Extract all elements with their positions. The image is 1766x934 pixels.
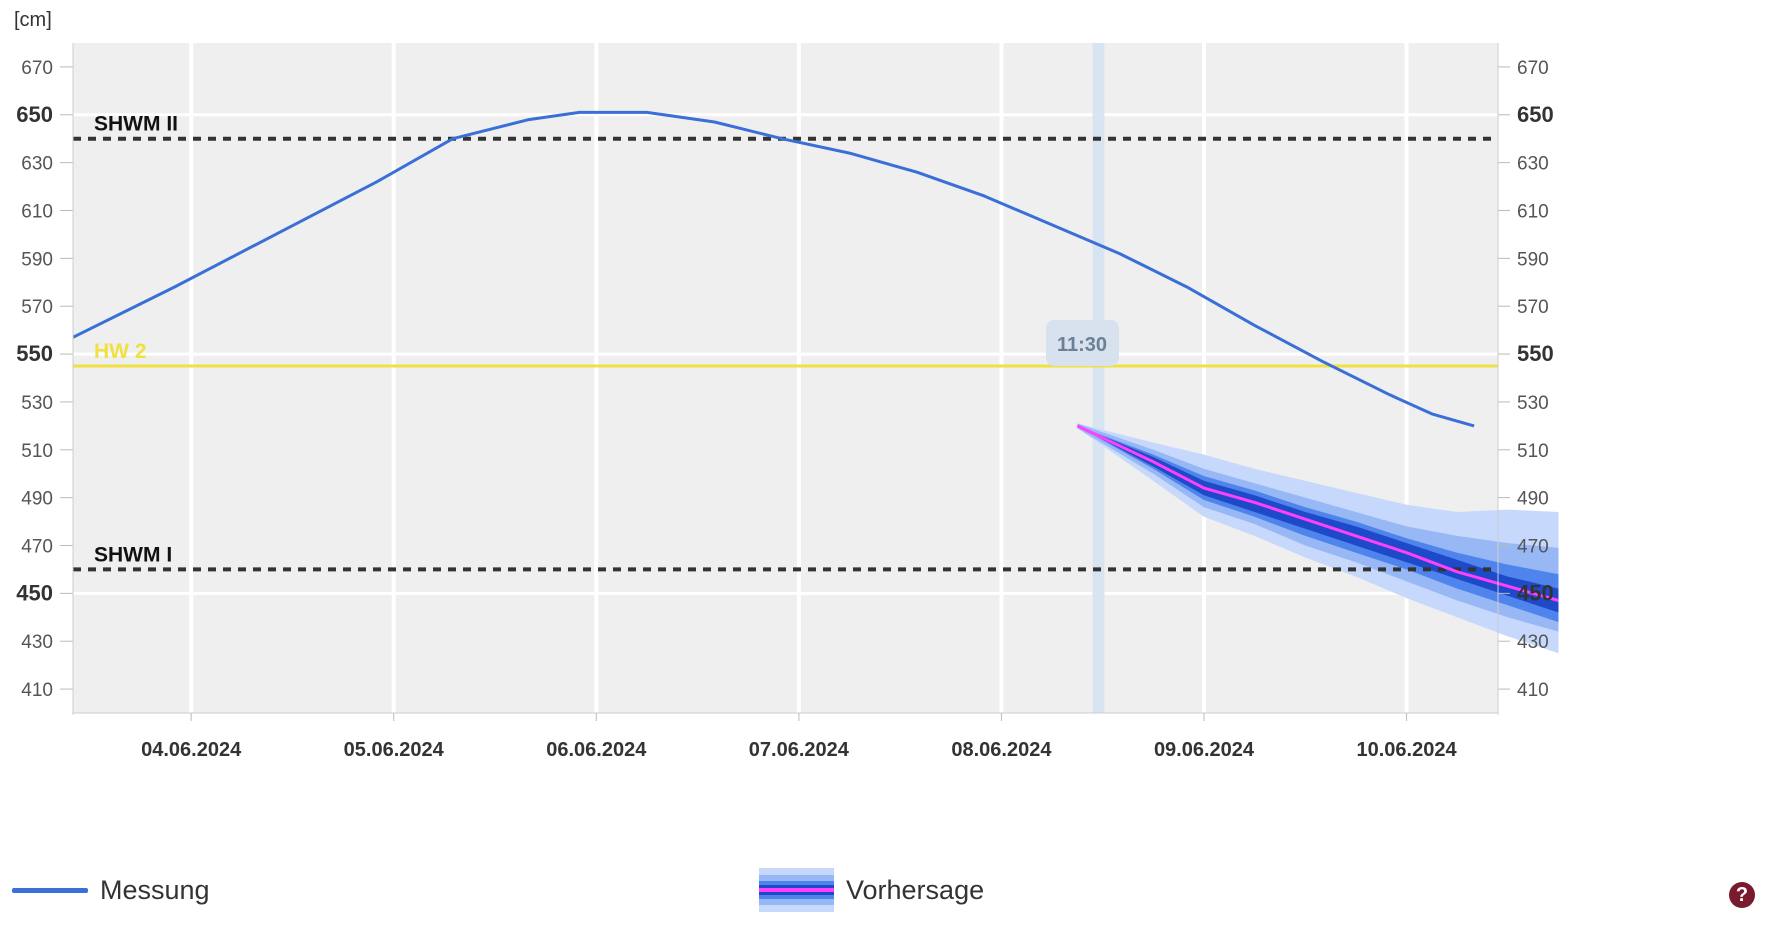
legend-label-vorhersage: Vorhersage: [846, 874, 985, 905]
y-tick-label-left: 550: [16, 341, 53, 366]
question-mark-icon[interactable]: ?: [1729, 882, 1755, 908]
plot-area: [73, 43, 1498, 713]
x-tick-label: 05.06.2024: [344, 739, 445, 761]
y-tick-label-right: 610: [1517, 202, 1549, 223]
current-time-label: 11:30: [1057, 334, 1107, 356]
y-tick-label-right: 650: [1517, 102, 1554, 127]
current-time-band: [1092, 43, 1105, 713]
series-line: [72, 110, 1475, 428]
x-tick-label: 08.06.2024: [951, 739, 1052, 761]
current-time-badge: [1046, 320, 1119, 366]
current-time-marker: [1092, 43, 1105, 713]
series-lines: [72, 110, 1559, 602]
y-tick-label-right: 410: [1517, 680, 1549, 701]
y-tick-label-right: 430: [1517, 632, 1549, 653]
y-tick-label-right: 670: [1517, 58, 1549, 79]
grid-lines: [73, 43, 1498, 713]
x-tick-label: 04.06.2024: [141, 739, 242, 761]
y-tick-label-right: 630: [1517, 154, 1549, 175]
y-tick-label-right: 450: [1517, 580, 1554, 605]
y-tick-label-right: 550: [1517, 341, 1554, 366]
x-tick-label: 09.06.2024: [1154, 739, 1255, 761]
y-tick-label-right: 530: [1517, 393, 1549, 414]
legend-label-messung: Messung: [100, 874, 210, 905]
y-unit-label: [cm]: [14, 9, 52, 31]
reference-line-label: SHWM I: [94, 543, 172, 566]
y-tick-label-left: 650: [16, 102, 53, 127]
legend-item-vorhersage[interactable]: Vorhersage: [759, 868, 985, 912]
y-tick-label-right: 510: [1517, 441, 1549, 462]
y-tick-label-left: 490: [21, 489, 53, 510]
y-tick-label-left: 670: [21, 58, 53, 79]
current-time-label-group: 11:30: [1046, 320, 1119, 366]
reference-line-label: HW 2: [94, 340, 147, 363]
y-tick-label-left: 530: [21, 393, 53, 414]
y-tick-label-left: 430: [21, 632, 53, 653]
y-tick-label-right: 590: [1517, 249, 1549, 270]
series-line: [1076, 424, 1559, 602]
axes: 410 410 430 430 450 450 470 470 490 490 510 510 530 5…: [16, 43, 1554, 761]
y-tick-label-left: 610: [21, 202, 53, 223]
legend-band-icon: [759, 866, 834, 914]
legend-item-messung[interactable]: Messung: [12, 870, 210, 910]
y-tick-label-left: 570: [21, 297, 53, 318]
reference-line-label: SHWM II: [94, 113, 178, 136]
y-tick-label-left: 470: [21, 537, 53, 558]
legend-line-icon: [12, 887, 88, 893]
y-tick-label-left: 630: [21, 154, 53, 175]
x-tick-label: 10.06.2024: [1357, 739, 1458, 761]
x-tick-label: 07.06.2024: [749, 739, 850, 761]
y-tick-label-left: 510: [21, 441, 53, 462]
y-tick-label-left: 410: [21, 680, 53, 701]
y-tick-label-right: 570: [1517, 297, 1549, 318]
y-tick-label-right: 490: [1517, 489, 1549, 510]
y-tick-label-right: 470: [1517, 537, 1549, 558]
x-tick-label: 06.06.2024: [546, 739, 647, 761]
y-tick-label-left: 450: [16, 580, 53, 605]
y-tick-label-left: 590: [21, 249, 53, 270]
